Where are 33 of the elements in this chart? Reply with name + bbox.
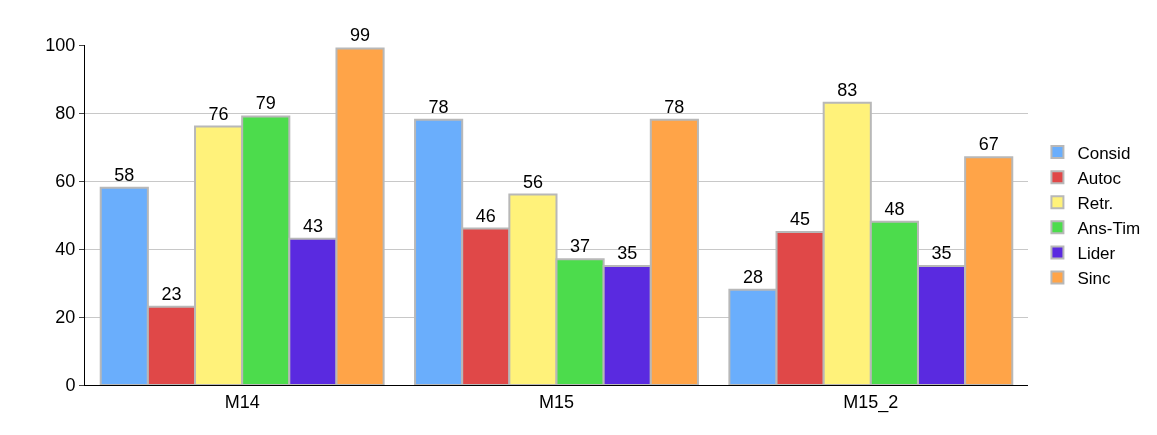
data-label: 79 bbox=[255, 93, 276, 114]
data-label: 37 bbox=[570, 236, 591, 257]
x-tick-label: M14 bbox=[224, 391, 260, 412]
x-tick-label: M15 bbox=[538, 391, 575, 412]
data-label: 35 bbox=[931, 243, 952, 263]
legend-label: Ans-Tim bbox=[1077, 218, 1141, 238]
data-label: 28 bbox=[742, 266, 763, 287]
legend-label: Autoc bbox=[1077, 168, 1122, 188]
data-label: 78 bbox=[664, 96, 685, 117]
y-tick-label: 100 bbox=[45, 35, 76, 56]
data-label: 83 bbox=[837, 79, 858, 100]
data-label: 23 bbox=[161, 283, 182, 304]
x-tick-label: M15_2 bbox=[843, 391, 899, 413]
data-label: 45 bbox=[790, 209, 811, 229]
data-label: 43 bbox=[302, 215, 323, 236]
y-tick-label: 80 bbox=[55, 103, 76, 124]
y-tick-label: 40 bbox=[55, 239, 76, 260]
legend-label: Consid bbox=[1077, 143, 1131, 163]
y-tick-label: 20 bbox=[55, 307, 76, 328]
data-label: 58 bbox=[114, 164, 135, 185]
data-label: 76 bbox=[208, 103, 229, 124]
data-label: 48 bbox=[884, 198, 905, 219]
data-label: 67 bbox=[978, 134, 999, 155]
data-label: 35 bbox=[617, 243, 638, 263]
data-label: 46 bbox=[475, 205, 496, 226]
data-label: 78 bbox=[428, 96, 449, 117]
legend-label: Retr. bbox=[1077, 193, 1114, 213]
legend-label: Lider bbox=[1077, 244, 1116, 264]
data-label: 99 bbox=[350, 25, 371, 46]
y-tick-label: 0 bbox=[65, 375, 76, 396]
data-label: 56 bbox=[522, 171, 543, 192]
y-tick-label: 60 bbox=[55, 171, 76, 192]
legend-label: Sinc bbox=[1077, 269, 1111, 289]
